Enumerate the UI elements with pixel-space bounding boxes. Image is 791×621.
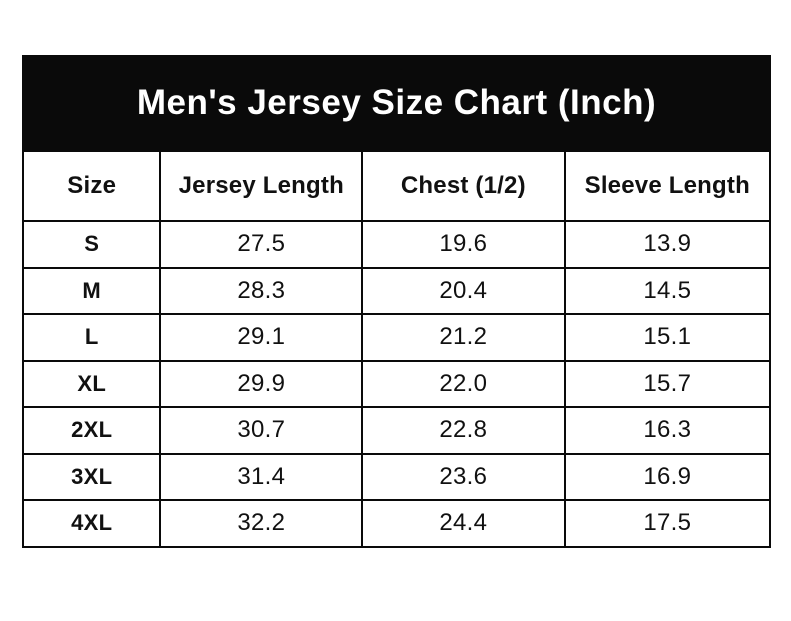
jersey-length-cell: 31.4	[159, 452, 364, 501]
chest-cell: 20.4	[361, 266, 566, 315]
jersey-length-cell: 29.9	[159, 359, 364, 408]
header-size: Size	[21, 150, 162, 222]
sleeve-length-cell: 17.5	[563, 499, 772, 548]
table-row-l: L 29.1 21.2 15.1	[21, 313, 772, 362]
header-jersey-length: Jersey Length	[159, 150, 364, 222]
size-chart: Men's Jersey Size Chart (Inch) Size Jers…	[21, 55, 772, 548]
size-cell: 3XL	[21, 452, 162, 501]
size-cell: L	[21, 313, 162, 362]
size-cell: M	[21, 266, 162, 315]
size-cell: XL	[21, 359, 162, 408]
jersey-length-cell: 29.1	[159, 313, 364, 362]
chest-cell: 22.8	[361, 406, 566, 455]
chest-cell: 22.0	[361, 359, 566, 408]
table-row-4xl: 4XL 32.2 24.4 17.5	[21, 499, 772, 548]
chest-cell: 21.2	[361, 313, 566, 362]
table-row-s: S 27.5 19.6 13.9	[21, 220, 772, 269]
jersey-length-cell: 30.7	[159, 406, 364, 455]
sleeve-length-cell: 16.3	[563, 406, 772, 455]
chart-title: Men's Jersey Size Chart (Inch)	[136, 82, 657, 122]
sleeve-length-cell: 15.1	[563, 313, 772, 362]
table-row-2xl: 2XL 30.7 22.8 16.3	[21, 406, 772, 455]
jersey-length-cell: 32.2	[159, 499, 364, 548]
header-sleeve-length: Sleeve Length	[563, 150, 772, 222]
chest-cell: 23.6	[361, 452, 566, 501]
size-cell: S	[21, 220, 162, 269]
size-cell: 4XL	[21, 499, 162, 548]
sleeve-length-cell: 14.5	[563, 266, 772, 315]
chest-cell: 19.6	[361, 220, 566, 269]
sleeve-length-cell: 13.9	[563, 220, 772, 269]
jersey-length-cell: 27.5	[159, 220, 364, 269]
table-row-xl: XL 29.9 22.0 15.7	[21, 359, 772, 408]
title-band: Men's Jersey Size Chart (Inch)	[22, 55, 771, 150]
header-row: Size Jersey Length Chest (1/2) Sleeve Le…	[21, 150, 772, 222]
sleeve-length-cell: 15.7	[563, 359, 772, 408]
jersey-length-cell: 28.3	[159, 266, 364, 315]
size-chart-table: Size Jersey Length Chest (1/2) Sleeve Le…	[21, 150, 772, 548]
sleeve-length-cell: 16.9	[563, 452, 772, 501]
table-row-3xl: 3XL 31.4 23.6 16.9	[21, 452, 772, 501]
header-chest-half: Chest (1/2)	[361, 150, 566, 222]
chest-cell: 24.4	[361, 499, 566, 548]
table-row-m: M 28.3 20.4 14.5	[21, 266, 772, 315]
size-cell: 2XL	[21, 406, 162, 455]
